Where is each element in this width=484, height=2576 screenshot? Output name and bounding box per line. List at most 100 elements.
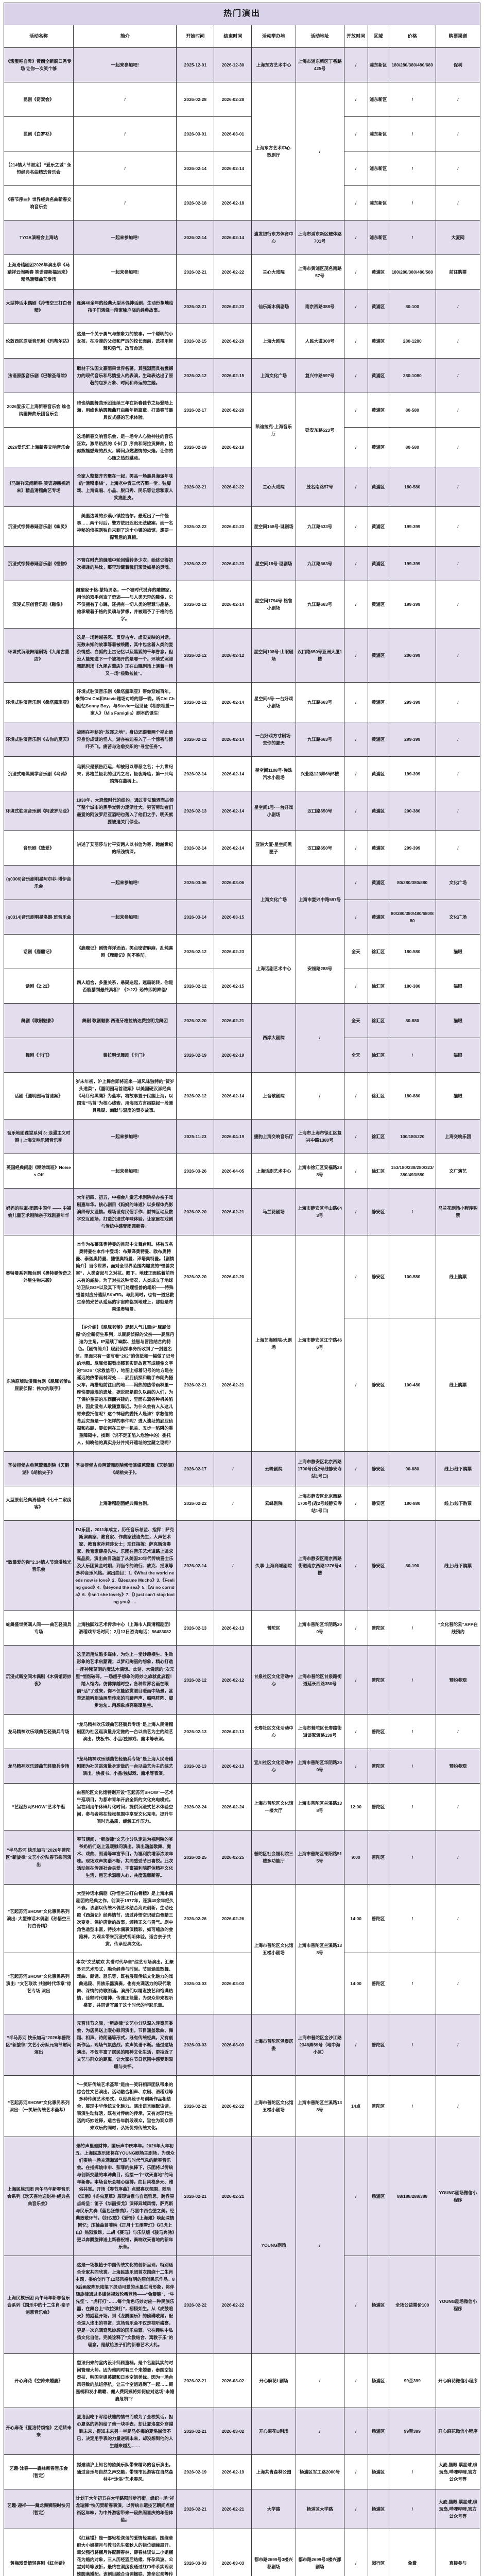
cell-address: 上海市普陀区华阴路200号	[295, 1611, 344, 1646]
cell-intro: “一笑轩传统艺术荟萃”是由一笑轩相声团队带来的综合性文艺演出。活动融合相声、京剧…	[73, 2075, 177, 2138]
cell-start-date: 2026-03-26	[176, 1153, 215, 1189]
table-row: 环境式驻演音乐剧《桑塔露琪亚》 环境式驻演音乐剧《桑塔露琪亚》带你穿越百年，来到C…	[3, 682, 481, 722]
cell-ticket-channel: “文化普陀云”APP在线预约	[435, 1611, 481, 1646]
cell-intro: 舞剧 歌剧魅影 西班牙格拉纳达费拉明戈舞团	[73, 1003, 177, 1038]
cell-venue: 云峰剧院	[251, 1486, 296, 1521]
cell-end-date: 2026-02-22	[214, 2075, 252, 2138]
cell-venue: 仙乐斯木偶剧场	[251, 289, 296, 325]
cell-end-date: 2026-02-14	[214, 581, 252, 629]
cell-venue: 都市路2699号3楼兴都剧场	[251, 2528, 296, 2576]
cell-ticket-channel: /	[435, 682, 481, 722]
cell-activity-name: 环境式驻演音乐剧《去你的夏天》	[3, 721, 74, 757]
cell-ticket-channel: 保利	[435, 47, 481, 83]
cell-activity-name: 音乐地图课堂系列 3: 浪漫主义时期 | 上海交响乐团音乐季	[3, 1118, 74, 1154]
cell-open-time: /	[343, 2488, 368, 2529]
cell-ticket-channel: /	[435, 581, 481, 629]
cell-end-date: 2026-02-19	[214, 1037, 252, 1073]
cell-end-date: 2026-02-14	[214, 151, 252, 187]
title-row: 热门演出	[4, 2, 480, 26]
table-row: (q0306)音乐剧明星阿尔菲·博伊音乐会 一起来参加吧! 2026-03-06 20…	[3, 865, 481, 935]
cell-end-date: 2026-02-21	[214, 2137, 252, 2257]
cell-address: /	[295, 2353, 344, 2408]
cell-district: 黄浦区	[367, 467, 389, 507]
cell-venue: 上海市普陀区文化馆五楼小剧场	[251, 1884, 296, 2015]
cell-start-date: 2026-02-21	[176, 2137, 215, 2257]
cell-intro: 岁末年初，沪上舞台即将迎来一道风味独特的“贺岁头道菜”，《圆明园马首谜案》以美国…	[73, 1072, 177, 1120]
cell-open-time: /	[343, 899, 368, 935]
cell-price: 80-580	[388, 393, 436, 428]
table-row: 东映原版动漫舞台剧《屁屁老爹&屁屁侦探：伟大的联手》 【IP介绍】《屁屁老爹》是超…	[3, 1318, 481, 1452]
cell-district: 普陀区	[367, 1829, 389, 1885]
cell-start-date: 2026-02-22	[176, 2256, 215, 2354]
cell-activity-name: 开心麻花《空降未婚妻》	[3, 2353, 74, 2408]
cell-price: 80/280/380/880	[388, 865, 436, 900]
cell-start-date: 2026-02-18	[176, 185, 215, 221]
cell-address: 兴业路123弄6号5楼	[295, 756, 344, 791]
cell-end-date: 2026-02-24	[214, 1783, 252, 1831]
cell-activity-name: 龙马精神欢乐颂曲艺轻骑兵专场	[3, 1748, 74, 1784]
cell-price: /	[388, 1884, 436, 1953]
cell-intro: RJ乐团，2011年成立，历任音乐总监、指挥：萨克斯演奏家、教育家、作曲家钱谘先…	[73, 1520, 177, 1612]
cell-open-time: /	[343, 546, 368, 582]
cell-venue: 兰心大戏院	[251, 467, 296, 507]
cell-open-time: /	[343, 116, 368, 152]
cell-address: 上海市静安区江宁路466号	[295, 1234, 344, 1452]
cell-address: 九江路663号	[295, 682, 344, 722]
table-row: 2026爱乐汇上海新春交响音乐会 这场新春交响音乐会，是一场令人心驰神往的音乐狂欢…	[3, 427, 481, 468]
cell-address: /	[295, 2407, 344, 2455]
cell-ticket-channel: /	[435, 830, 481, 866]
cell-start-date: 2026-02-12	[176, 682, 215, 722]
cell-address: 上海市上海市徐汇区复兴中路1380号	[295, 1118, 344, 1154]
cell-end-date: 2026-02-15	[214, 358, 252, 394]
cell-price: /	[388, 2454, 436, 2489]
cell-ticket-channel: /	[435, 506, 481, 547]
cell-activity-name: 环境式沉浸舞蹈剧场《九尾古董店》	[3, 628, 74, 683]
page: 热门演出 活动名称 简介 开始时间 结束时间 活动举办地 活动地址 开放时间 区域 价格 购票渠道…	[3, 2, 481, 2576]
cell-price: /	[388, 1829, 436, 1885]
column-header: 开始时间	[176, 25, 215, 48]
cell-end-date: 2026-02-18	[214, 185, 252, 221]
cell-intro: 上海滑稽剧团经典舞台剧。	[73, 1486, 177, 1521]
cell-start-date: 2026-02-14	[176, 1520, 215, 1612]
cell-intro: 留法归来的室内设计师顾嘉楠，是个名副其实的时间管理大师。因为他同时有三个未婚妻，…	[73, 2353, 177, 2408]
cell-open-time: 9:00	[343, 1829, 368, 1885]
cell-district: 静安区	[367, 1318, 389, 1452]
cell-open-time: /	[343, 1118, 368, 1154]
cell-venue: 普陀区	[251, 1611, 296, 1646]
cell-start-date: 2026-03-01	[176, 116, 215, 152]
cell-ticket-channel: /	[435, 358, 481, 394]
cell-district: 徐汇区	[367, 968, 389, 1004]
cell-ticket-channel: /	[435, 467, 481, 507]
cell-open-time: /	[343, 255, 368, 290]
cell-intro: 一起来参加吧!	[73, 47, 177, 83]
cell-price: 180/280/380/480/580	[388, 255, 436, 290]
cell-address: 九江路663号	[295, 721, 344, 757]
cell-start-date: 2026-02-12	[176, 968, 215, 1004]
cell-venue: YOUNG剧场	[251, 2137, 296, 2354]
cell-district: 徐汇区	[367, 1003, 389, 1038]
cell-price: 200-380	[388, 790, 436, 831]
cell-price: 100/180/220	[388, 1118, 436, 1154]
cell-price: 80-190	[388, 1520, 436, 1612]
cell-district: 徐汇区	[367, 1037, 389, 1073]
column-header: 结束时间	[214, 25, 252, 48]
cell-intro: 连演40余年的经典大型木偶神话剧，生动形象地给孩子们演绎一段家喻户晓的经典故事。	[73, 289, 177, 325]
cell-open-time: /	[343, 865, 368, 900]
cell-intro: 这场新春交响音乐会，是一场令人心驰神往的音乐狂欢。激昂热烈的《卡门》序曲和阿拉贡…	[73, 427, 177, 468]
table-row: 《马踏祥云闹新春·笑语迎新福运来》精品滑稽曲艺专场 全家人整整齐齐聚在一起，笑品一…	[3, 467, 481, 507]
cell-end-date: 2026-03-03	[214, 2528, 252, 2576]
cell-start-date: 2026-02-13	[176, 790, 215, 831]
table-row: 环境式沉浸舞蹈剧场《九尾古董店》 这是一场跨越善恶、贯穿古今、虚实交映的对话，无数…	[3, 628, 481, 683]
cell-ticket-channel: 预约参观	[435, 1645, 481, 1715]
cell-intro: 上海独脚戏艺术传承中心（上海市人民滑稽剧团）滑稽戏专场时间：2月13日咨询电话：…	[73, 1611, 177, 1646]
cell-price: 180-880	[388, 1072, 436, 1120]
cell-ticket-channel: 大麦,猫眼,票星球,纷玩岛,哔哩哔哩,官方公众号等	[435, 2454, 481, 2489]
cell-activity-name: TYGA演唱会上海站	[3, 220, 74, 256]
cell-open-time: /	[343, 830, 368, 866]
cell-address: 上海市浦东新区耀体路701号	[295, 220, 344, 256]
cell-venue: 大学路	[251, 2488, 296, 2529]
cell-start-date: 2026-02-12	[176, 581, 215, 629]
cell-district: 浦东新区	[367, 82, 389, 117]
cell-address: 九江路663号	[295, 581, 344, 629]
cell-venue: 上海大剧院	[251, 324, 296, 359]
